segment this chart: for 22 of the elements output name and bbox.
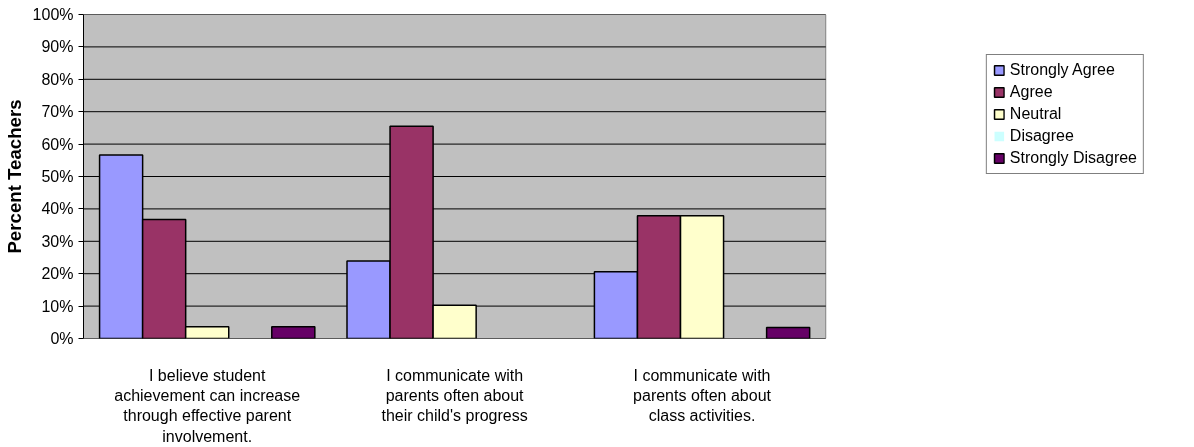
legend-label: Neutral (1009, 105, 1062, 123)
y-axis-title: Percent Teachers (3, 99, 25, 254)
y-tick-label: 100% (32, 6, 74, 23)
y-tick-label: 80% (41, 70, 74, 88)
x-tick-label: I communicate with parents often about their child's progress (381, 366, 528, 425)
legend-label: Strongly Disagree (1009, 149, 1137, 167)
y-tick-label: 70% (41, 103, 74, 121)
bar (765, 326, 811, 339)
y-tick-label: 40% (41, 200, 74, 218)
legend-label: Disagree (1009, 127, 1074, 145)
y-tick-label: 50% (41, 168, 74, 185)
x-tick-label: I believe student achievement can increase through effective parent involvement. (114, 366, 301, 445)
y-tick-label: 10% (41, 297, 74, 315)
legend-label: Strongly Agree (1009, 61, 1115, 79)
y-tick-label: 60% (41, 135, 74, 153)
legend-label: Agree (1009, 83, 1053, 101)
bar (271, 326, 316, 339)
y-tick-label: 30% (41, 232, 74, 250)
x-tick-label: I communicate with parents often about class activities. (633, 366, 772, 425)
y-tick-label: 0% (50, 330, 74, 347)
y-tick-label: 90% (41, 38, 74, 56)
y-tick-label: 20% (41, 265, 74, 283)
